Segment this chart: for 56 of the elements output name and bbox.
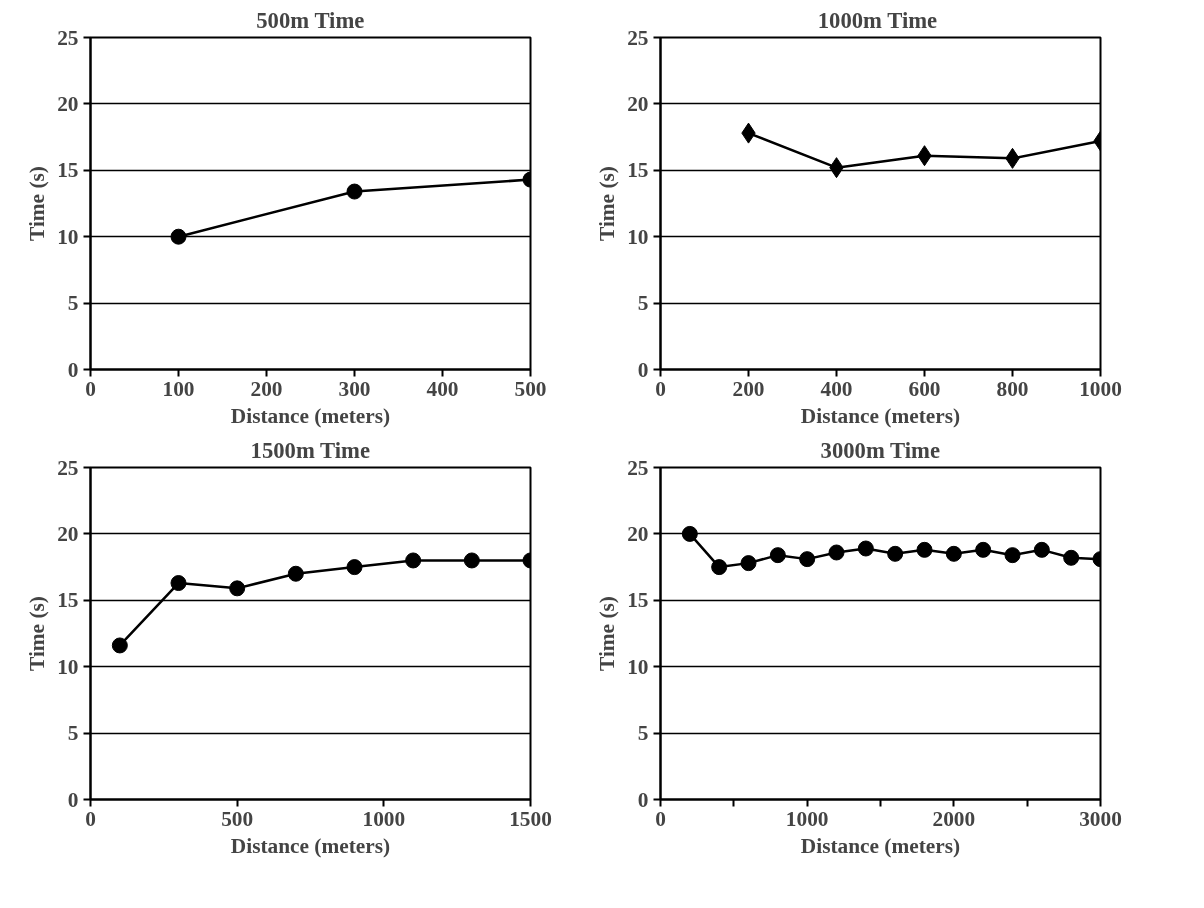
chart-title: 500m Time bbox=[256, 7, 365, 33]
x-tick-label: 1000 bbox=[362, 806, 406, 831]
y-axis-title: Time (s) bbox=[595, 166, 620, 241]
x-tick-label: 0 bbox=[85, 806, 96, 831]
y-tick-label: 15 bbox=[57, 158, 79, 183]
y-axis-title: Time (s) bbox=[25, 596, 50, 671]
y-tick-label: 0 bbox=[637, 787, 649, 812]
y-tick-label: 0 bbox=[67, 357, 79, 382]
x-tick-label: 200 bbox=[732, 376, 765, 401]
x-axis-title: Distance (meters) bbox=[800, 403, 961, 428]
y-tick-label: 10 bbox=[627, 224, 649, 249]
y-tick-label: 5 bbox=[67, 721, 79, 746]
y-tick-label: 10 bbox=[57, 224, 79, 249]
y-tick-label: 10 bbox=[627, 654, 649, 679]
x-tick-label: 800 bbox=[996, 376, 1029, 401]
x-tick-label: 300 bbox=[338, 376, 371, 401]
x-tick-label: 600 bbox=[908, 376, 941, 401]
x-tick-label: 500 bbox=[221, 806, 254, 831]
y-tick-label: 0 bbox=[67, 787, 79, 812]
y-tick-label: 25 bbox=[627, 455, 649, 480]
y-tick-label: 25 bbox=[57, 25, 79, 50]
y-tick-label: 25 bbox=[57, 455, 79, 480]
y-tick-label: 20 bbox=[627, 521, 649, 546]
y-tick-label: 20 bbox=[57, 91, 79, 116]
y-tick-label: 5 bbox=[637, 721, 649, 746]
x-axis-title: Distance (meters) bbox=[800, 833, 961, 858]
x-tick-label: 0 bbox=[655, 376, 666, 401]
x-tick-label: 500 bbox=[514, 376, 547, 401]
y-tick-label: 10 bbox=[57, 654, 79, 679]
y-tick-label: 15 bbox=[627, 588, 649, 613]
y-axis-title: Time (s) bbox=[25, 166, 50, 241]
x-tick-label: 1000 bbox=[785, 806, 829, 831]
x-tick-label: 400 bbox=[426, 376, 459, 401]
y-tick-label: 25 bbox=[627, 25, 649, 50]
x-tick-label: 100 bbox=[162, 376, 195, 401]
x-tick-label: 400 bbox=[820, 376, 853, 401]
x-tick-label: 200 bbox=[250, 376, 283, 401]
x-tick-label: 0 bbox=[655, 806, 666, 831]
chart-title: 1500m Time bbox=[250, 437, 370, 463]
x-tick-label: 1500 bbox=[509, 806, 552, 831]
y-tick-label: 5 bbox=[637, 291, 649, 316]
y-tick-label: 15 bbox=[627, 158, 649, 183]
y-tick-label: 20 bbox=[57, 521, 79, 546]
x-axis-title: Distance (meters) bbox=[230, 833, 391, 858]
y-tick-label: 5 bbox=[67, 291, 79, 316]
x-tick-label: 3000 bbox=[1079, 806, 1122, 831]
chart-title: 1000m Time bbox=[817, 7, 938, 33]
x-tick-label: 1000 bbox=[1079, 376, 1122, 401]
y-tick-label: 15 bbox=[57, 588, 79, 613]
chart-title: 3000m Time bbox=[820, 437, 940, 463]
y-axis-title: Time (s) bbox=[595, 596, 620, 671]
x-tick-label: 2000 bbox=[932, 806, 976, 831]
x-tick-label: 0 bbox=[85, 376, 96, 401]
y-tick-label: 0 bbox=[637, 357, 649, 382]
x-axis-title: Distance (meters) bbox=[230, 403, 391, 428]
y-tick-label: 20 bbox=[627, 91, 649, 116]
